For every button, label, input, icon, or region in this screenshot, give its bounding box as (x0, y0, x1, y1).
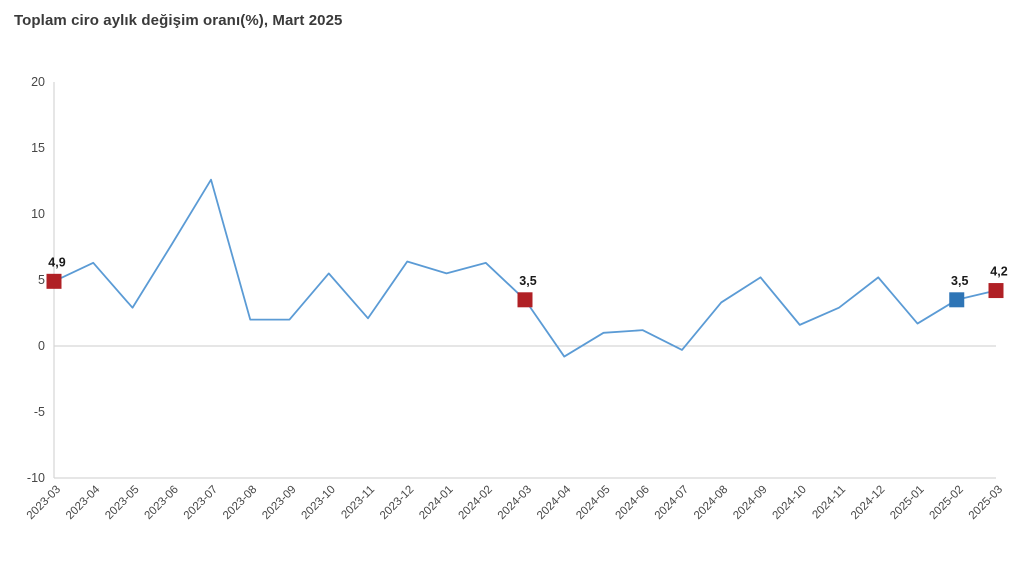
data-point-marker (517, 292, 533, 308)
data-point-marker (988, 283, 1004, 299)
x-tick-label: 2025-01 (888, 484, 926, 522)
x-tick-label: 2023-07 (182, 484, 220, 522)
x-tick-label: 2024-03 (496, 484, 534, 522)
x-tick-label: 2024-08 (692, 484, 730, 522)
data-point-marker (949, 292, 965, 308)
data-line (53, 178, 997, 358)
y-tick-label: -10 (27, 471, 45, 485)
x-tick-label: 2023-06 (143, 484, 181, 522)
x-tick-label: 2025-02 (928, 484, 966, 522)
y-tick-label: 15 (31, 141, 45, 155)
data-point-label: 4,9 (48, 255, 65, 269)
x-tick-label: 2024-04 (535, 483, 574, 522)
x-tick-label: 2024-05 (574, 484, 612, 522)
x-tick-label: 2023-04 (64, 483, 103, 522)
chart-title: Toplam ciro aylık değişim oranı(%), Mart… (14, 12, 343, 29)
y-tick-label: 5 (38, 273, 45, 287)
x-tick-label: 2023-10 (300, 484, 338, 522)
y-tick-label: 0 (38, 339, 45, 353)
x-tick-label: 2024-06 (614, 484, 652, 522)
x-tick-label: 2024-02 (457, 484, 495, 522)
x-tick-label: 2024-09 (731, 484, 769, 522)
x-tick-label: 2024-11 (810, 484, 848, 522)
x-tick-label: 2023-05 (103, 484, 141, 522)
y-tick-label: -5 (34, 405, 45, 419)
x-tick-label: 2023-08 (221, 484, 259, 522)
x-tick-label: 2023-03 (25, 484, 63, 522)
x-tick-label: 2025-03 (967, 484, 1005, 522)
data-point-label: 4,2 (990, 265, 1007, 279)
x-tick-label: 2023-11 (339, 484, 377, 522)
y-tick-label: 20 (31, 75, 45, 89)
x-tick-label: 2023-09 (260, 484, 298, 522)
x-tick-label: 2024-01 (417, 484, 455, 522)
y-tick-label: 10 (31, 207, 45, 221)
x-tick-label: 2024-10 (771, 484, 809, 522)
data-point-label: 3,5 (951, 274, 968, 288)
data-point-marker (46, 273, 62, 289)
x-tick-label: 2024-07 (653, 484, 691, 522)
x-tick-label: 2024-12 (849, 484, 887, 522)
x-tick-label: 2023-12 (378, 484, 416, 522)
data-point-label: 3,5 (519, 274, 536, 288)
